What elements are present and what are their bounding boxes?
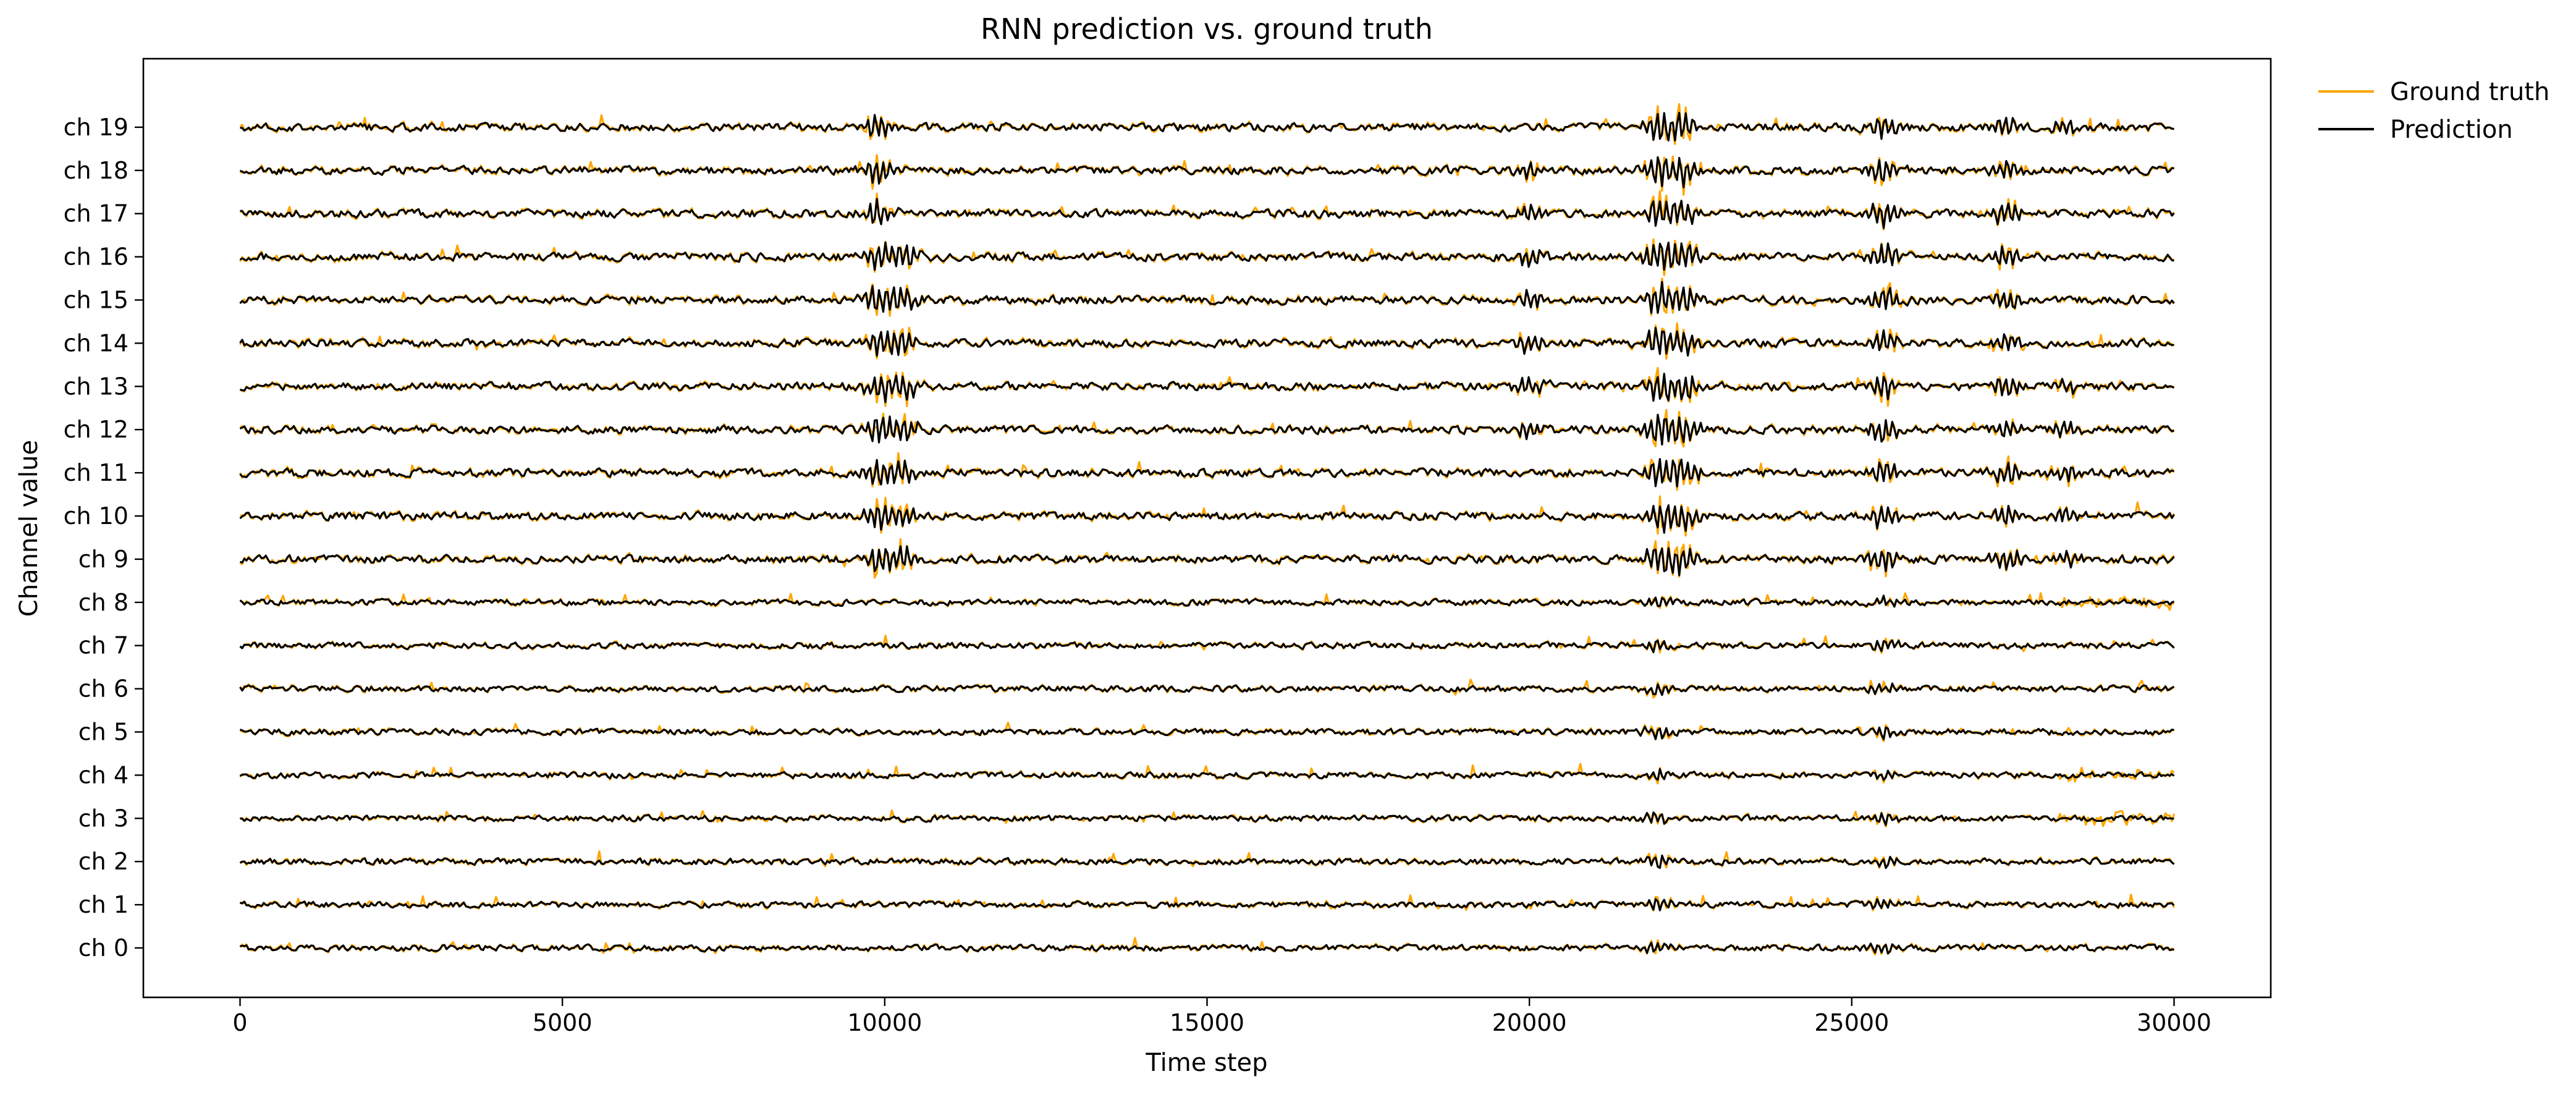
legend-label-prediction: Prediction — [2390, 116, 2513, 144]
prediction-line-ch17 — [240, 198, 2175, 229]
x-axis-label: Time step — [1145, 1049, 1267, 1077]
prediction-line-ch1 — [239, 898, 2175, 911]
y-tick-label: ch 0 — [78, 934, 129, 962]
prediction-line-ch4 — [239, 767, 2175, 781]
prediction-line-ch19 — [240, 112, 2174, 142]
y-tick-label: ch 2 — [78, 848, 129, 875]
y-tick-label: ch 13 — [64, 373, 129, 400]
prediction-line-ch12 — [239, 413, 2174, 446]
prediction-line-ch3 — [240, 811, 2174, 826]
prediction-line-ch5 — [239, 725, 2174, 740]
y-tick-label: ch 1 — [78, 891, 129, 918]
y-tick-label: ch 14 — [64, 329, 129, 357]
y-tick-label: ch 12 — [64, 416, 129, 443]
y-tick-label: ch 11 — [64, 459, 129, 486]
y-tick-label: ch 18 — [64, 157, 129, 184]
y-tick-label: ch 19 — [64, 114, 129, 141]
y-tick-label: ch 5 — [78, 719, 129, 746]
y-tick-label: ch 8 — [78, 589, 129, 616]
prediction-line-ch8 — [239, 594, 2175, 608]
legend-label-ground-truth: Ground truth — [2390, 78, 2549, 106]
y-tick-label: ch 3 — [78, 805, 129, 832]
x-tick-label: 10000 — [847, 1009, 922, 1036]
x-tick-label: 0 — [232, 1009, 247, 1036]
y-tick-label: ch 16 — [64, 243, 129, 271]
prediction-line-ch14 — [239, 326, 2174, 357]
x-tick-label: 20000 — [1492, 1009, 1567, 1036]
y-tick-label: ch 4 — [78, 761, 129, 788]
prediction-line-ch11 — [239, 458, 2174, 488]
axes: 0 5000 10000 15000 20000 25000 30000 ch 0 ch 1 ch… — [64, 114, 2211, 1036]
x-tick-label: 30000 — [2137, 1009, 2211, 1036]
x-tick-label: 5000 — [533, 1009, 593, 1036]
prediction-line-ch9 — [239, 545, 2175, 577]
prediction-line-ch18 — [239, 156, 2174, 188]
legend: Ground truth Prediction — [2318, 78, 2549, 144]
prediction-line-ch7 — [239, 639, 2175, 654]
y-tick-label: ch 6 — [78, 675, 129, 703]
x-tick-label: 25000 — [1814, 1009, 1889, 1036]
prediction-line-ch13 — [240, 373, 2175, 404]
y-tick-label: ch 10 — [64, 502, 129, 530]
prediction-line-ch2 — [239, 854, 2175, 869]
y-tick-label: ch 17 — [64, 200, 129, 227]
y-tick-label: ch 7 — [78, 632, 129, 659]
prediction-line-ch16 — [239, 241, 2174, 271]
y-axis-label: Channel value — [15, 440, 43, 617]
chart-title: RNN prediction vs. ground truth — [981, 12, 1433, 46]
y-tick-label: ch 15 — [64, 287, 129, 314]
x-tick-label: 15000 — [1170, 1009, 1244, 1036]
prediction-line-ch0 — [240, 941, 2174, 955]
prediction-line-ch15 — [239, 281, 2175, 314]
prediction-line-ch10 — [239, 504, 2175, 534]
prediction-line-ch6 — [239, 682, 2175, 696]
plot-area — [239, 103, 2176, 956]
y-tick-label: ch 9 — [78, 546, 129, 573]
